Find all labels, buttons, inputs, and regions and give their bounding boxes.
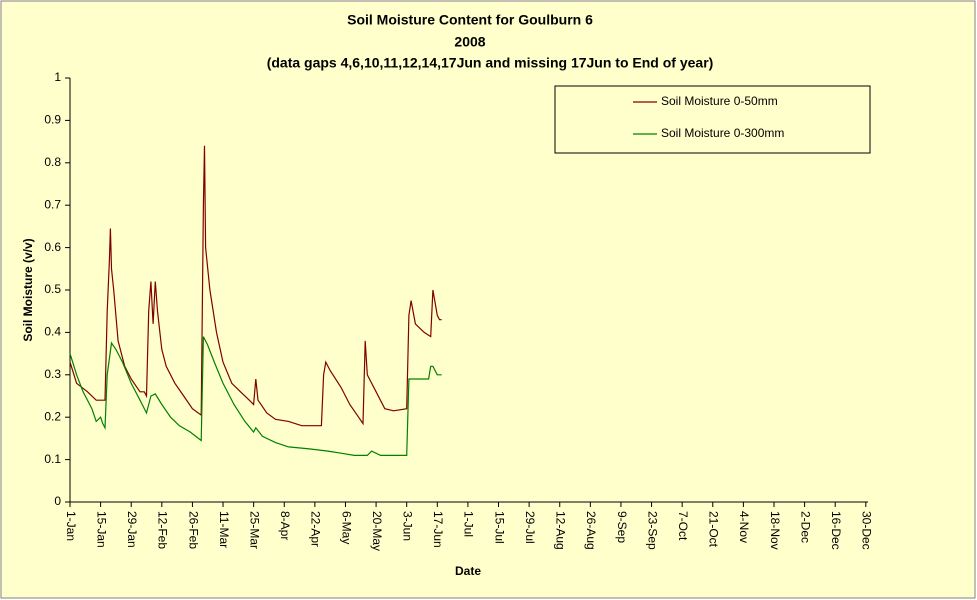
y-tick-label: 0.3 bbox=[44, 367, 61, 381]
x-tick-label: 23-Sep bbox=[645, 511, 659, 550]
y-tick-label: 0.5 bbox=[44, 282, 61, 296]
x-tick-label: 2-Dec bbox=[798, 511, 812, 543]
x-tick-label: 25-Mar bbox=[247, 511, 261, 549]
x-tick-label: 12-Aug bbox=[554, 511, 568, 550]
legend-box bbox=[554, 85, 871, 154]
x-tick-label: 12-Feb bbox=[156, 511, 170, 549]
x-tick-label: 1-Jul bbox=[462, 511, 476, 537]
legend-label: Soil Moisture 0-50mm bbox=[661, 94, 778, 108]
x-tick-label: 20-May bbox=[370, 511, 384, 551]
x-tick-label: 16-Dec bbox=[829, 511, 843, 550]
x-tick-label: 9-Sep bbox=[615, 511, 629, 543]
x-tick-label: 26-Aug bbox=[584, 511, 598, 550]
y-tick-label: 0 bbox=[54, 494, 61, 508]
x-tick-label: 29-Jul bbox=[523, 511, 537, 544]
chart-title: Soil Moisture Content for Goulburn 6 bbox=[347, 12, 593, 28]
x-tick-label: 8-Apr bbox=[278, 511, 292, 540]
x-tick-label: 6-May bbox=[339, 511, 353, 544]
series-line bbox=[69, 336, 442, 456]
x-tick-label: 4-Nov bbox=[737, 511, 751, 543]
y-tick-label: 0.7 bbox=[44, 197, 61, 211]
y-tick-label: 1 bbox=[54, 70, 61, 84]
y-axis-title: Soil Moisture (v/v) bbox=[21, 238, 35, 341]
x-tick-label: 11-Mar bbox=[217, 511, 231, 548]
x-tick-label: 3-Jun bbox=[401, 511, 415, 541]
y-tick-label: 0.1 bbox=[44, 452, 61, 466]
x-tick-label: 22-Apr bbox=[309, 511, 323, 547]
chart-subtitle: 2008 bbox=[454, 34, 485, 50]
x-tick-label: 21-Oct bbox=[707, 511, 721, 548]
series-line bbox=[69, 145, 442, 427]
y-tick-label: 0.4 bbox=[44, 325, 61, 339]
x-tick-label: 29-Jan bbox=[125, 511, 139, 548]
x-tick-label: 15-Jul bbox=[492, 511, 506, 544]
x-tick-label: 7-Oct bbox=[676, 511, 690, 541]
chart-note: (data gaps 4,6,10,11,12,14,17Jun and mis… bbox=[267, 55, 714, 71]
legend-label: Soil Moisture 0-300mm bbox=[661, 126, 784, 140]
x-tick-label: 30-Dec bbox=[860, 511, 874, 550]
x-tick-label: 17-Jun bbox=[431, 511, 445, 548]
x-axis-title: Date bbox=[455, 564, 481, 578]
x-tick-label: 15-Jan bbox=[94, 511, 108, 548]
y-tick-label: 0.2 bbox=[44, 409, 61, 423]
y-tick-label: 0.6 bbox=[44, 240, 61, 254]
x-tick-label: 18-Nov bbox=[768, 511, 782, 550]
y-tick-label: 0.9 bbox=[44, 113, 61, 127]
x-tick-label: 26-Feb bbox=[186, 511, 200, 549]
y-tick-label: 0.8 bbox=[44, 155, 61, 169]
x-tick-label: 1-Jan bbox=[64, 511, 78, 541]
